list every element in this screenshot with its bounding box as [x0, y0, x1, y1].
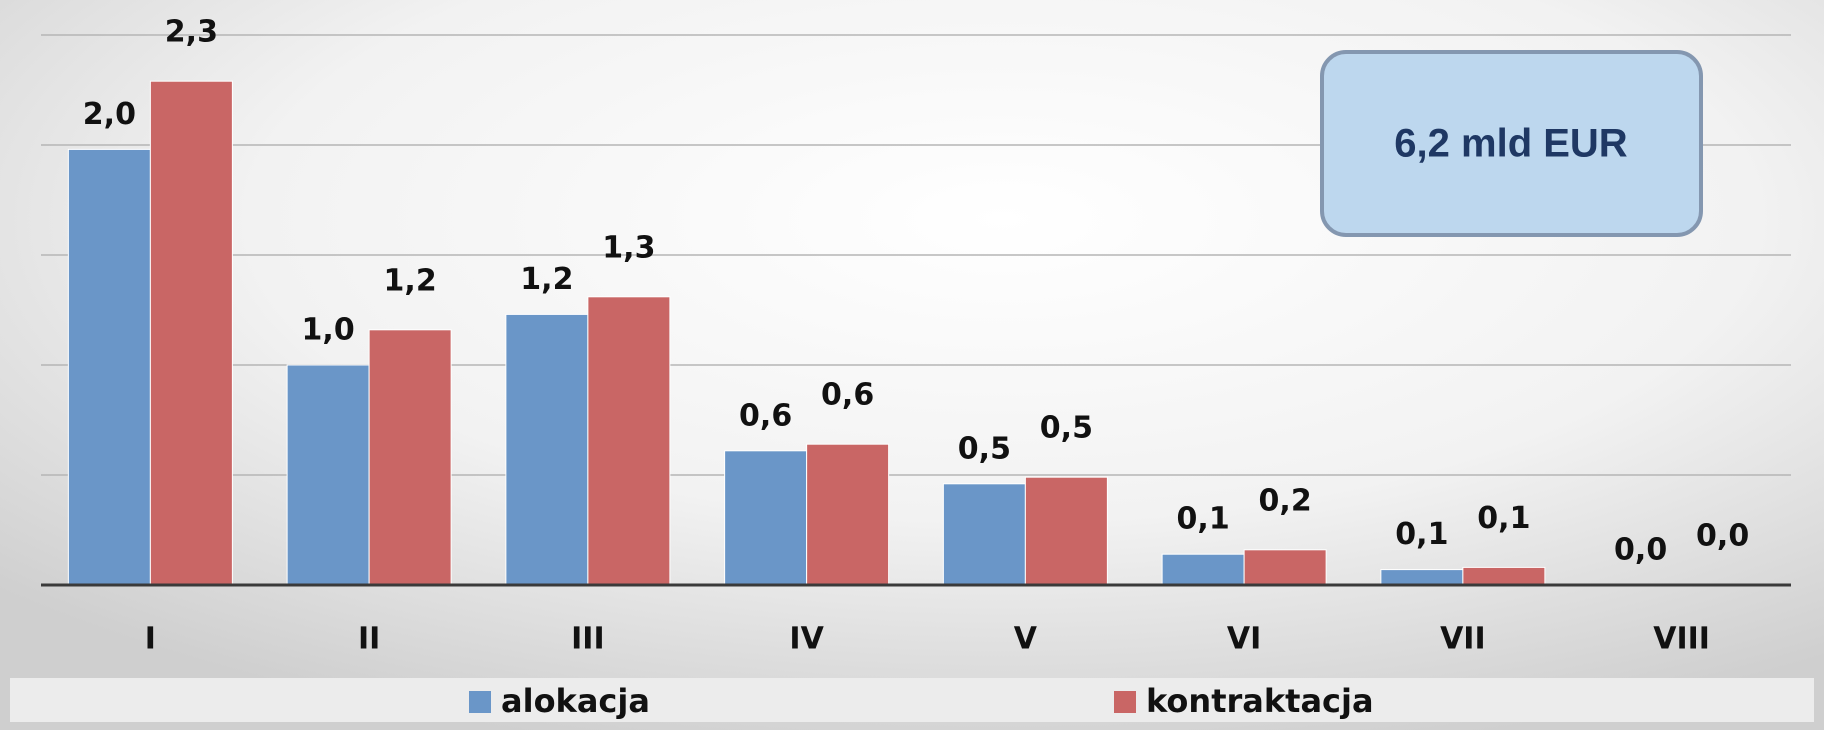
x-tick-label: VIII [1653, 622, 1710, 657]
x-tick-label: V [1014, 622, 1038, 657]
data-label: 0,5 [1040, 411, 1093, 446]
legend-label: kontraktacja [1146, 682, 1374, 720]
x-tick-label: II [358, 622, 380, 657]
bar [1243, 549, 1327, 586]
bar [505, 313, 589, 586]
data-label: 0,1 [1395, 517, 1448, 552]
x-tick-label: IV [789, 622, 824, 657]
data-label: 0,1 [1177, 502, 1230, 537]
x-tick-label: VII [1440, 622, 1486, 657]
data-label: 2,3 [165, 15, 218, 50]
data-label: 2,0 [83, 97, 136, 132]
bar [806, 443, 890, 586]
x-tick-label: VI [1227, 622, 1261, 657]
plot: I 2,0 2,3 II 1,0 1,2 III 1,2 1,3 IV 0,6 0,6 V 0,5 0,5 V… [41, 15, 1791, 720]
x-tick-label: III [571, 622, 605, 657]
bar [368, 329, 452, 586]
data-label: 0,6 [739, 398, 792, 433]
data-label: 1,3 [602, 230, 655, 265]
data-label: 1,0 [302, 313, 355, 348]
data-label: 1,2 [520, 262, 573, 297]
legend-label: alokacja [501, 682, 650, 720]
legend-swatch [469, 691, 491, 713]
bar [149, 80, 233, 586]
legend-swatch [1114, 691, 1136, 713]
bar [1024, 476, 1108, 586]
bar [1380, 569, 1464, 586]
annotation-box [1320, 50, 1703, 237]
legend-band [10, 678, 1814, 722]
data-label: 0,2 [1259, 483, 1312, 518]
annotation: 6,2 mld EUR [1394, 122, 1628, 166]
data-label: 0,5 [958, 431, 1011, 466]
bar [587, 296, 671, 586]
bar [1462, 566, 1546, 586]
bar [286, 364, 370, 586]
data-label: 1,2 [384, 263, 437, 298]
data-label: 0,1 [1477, 501, 1530, 536]
data-label: 0,6 [821, 378, 874, 413]
bar [942, 483, 1026, 586]
bar [1161, 553, 1245, 586]
bar [724, 450, 808, 586]
bar [67, 148, 151, 586]
data-label: 0,0 [1614, 533, 1667, 568]
data-label: 0,0 [1696, 519, 1749, 554]
x-tick-label: I [145, 622, 156, 657]
